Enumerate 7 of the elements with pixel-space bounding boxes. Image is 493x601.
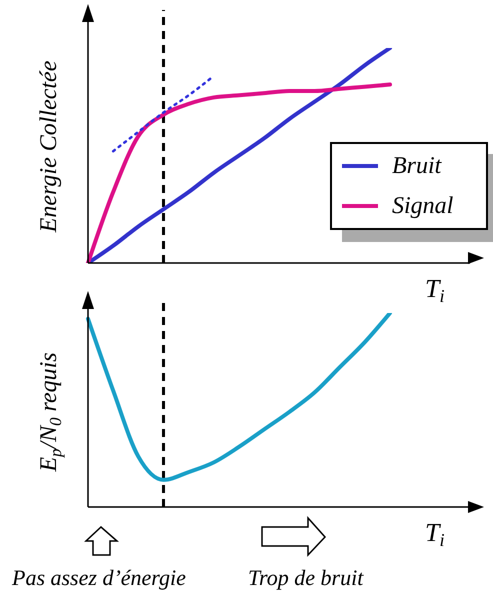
text: Pas assez d’énergie [12,565,186,591]
x-axis-title: T$_{i}$ [425,518,445,550]
y-axis-title: Energie Collectée [36,60,62,234]
text: Trop de bruit [248,565,364,591]
legend-label: Signal [392,192,454,220]
legend-label: Bruit [392,152,442,180]
x-axis-title: T$_{i}$ [425,274,445,306]
